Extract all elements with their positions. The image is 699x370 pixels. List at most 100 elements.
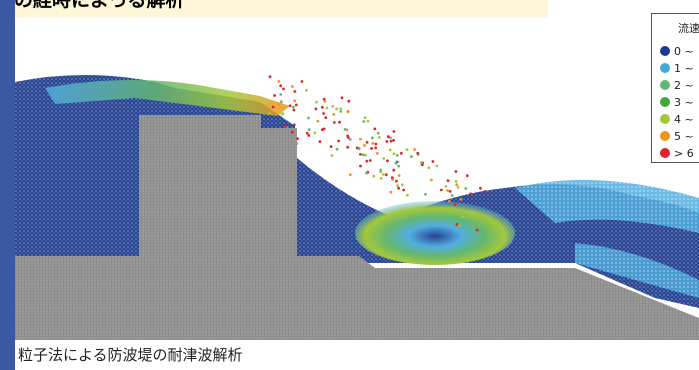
splash-particle <box>386 159 389 163</box>
splash-particle <box>313 131 317 135</box>
splash-particle <box>331 104 335 108</box>
splash-particle <box>371 141 375 145</box>
splash-particle <box>273 94 276 97</box>
splash-particle <box>372 174 376 178</box>
splash-particle <box>348 138 352 141</box>
splash-particle <box>330 154 334 157</box>
splash-particle <box>374 142 378 146</box>
legend-item: 1 ~ <box>660 61 694 75</box>
splash-particle <box>340 96 344 100</box>
splash-particle <box>290 130 294 134</box>
simulation-figure <box>15 18 699 340</box>
splash-particle <box>469 213 473 217</box>
splash-particle <box>479 186 482 190</box>
splash-particle <box>427 166 431 170</box>
splash-particle <box>454 170 458 173</box>
splash-particle <box>379 177 383 180</box>
legend-label: 5 ~ <box>674 129 694 143</box>
splash-particle <box>294 103 298 107</box>
splash-particle <box>444 185 448 188</box>
splash-particle <box>454 180 458 183</box>
splash-particle <box>368 159 372 162</box>
splash-particle <box>339 110 343 113</box>
splash-particle <box>391 178 394 182</box>
splash-particle <box>279 93 283 96</box>
splash-particle <box>305 88 308 92</box>
legend-item: 5 ~ <box>660 129 694 143</box>
splash-particle <box>450 194 454 197</box>
splash-particle <box>359 164 362 168</box>
splash-particle <box>402 188 406 192</box>
splash-particle <box>455 223 459 226</box>
legend-dot-icon <box>660 46 670 56</box>
legend-dot-icon <box>660 114 670 124</box>
splash-particle <box>446 189 449 192</box>
breakwater-step <box>261 128 297 265</box>
seabed <box>15 256 699 340</box>
legend-dot-icon <box>660 97 670 107</box>
legend-label: 1 ~ <box>674 61 694 75</box>
splash-particle <box>475 228 479 232</box>
splash-particle <box>392 168 396 172</box>
splash-particle <box>307 134 311 137</box>
splash-particle <box>373 127 377 131</box>
splash-particle <box>448 190 452 193</box>
splash-particle <box>277 80 281 83</box>
velocity-legend: 流速 0 ~ 1 ~ 2 ~ 3 ~ 4 ~ 5 ~ > 6 <box>651 13 699 163</box>
splash-particle <box>389 136 392 140</box>
splash-particle <box>365 159 369 163</box>
splash-particle <box>292 135 295 139</box>
splash-particle <box>355 146 359 150</box>
splash-particle <box>384 173 388 177</box>
splash-particle <box>271 105 275 109</box>
legend-label: 0 ~ <box>674 44 694 58</box>
splash-particle <box>277 102 281 106</box>
splash-particle <box>316 119 320 123</box>
legend-dot-icon <box>660 148 670 158</box>
splash-particle <box>419 161 423 164</box>
legend-item: 0 ~ <box>660 44 694 58</box>
legend-dot-icon <box>660 63 670 73</box>
splash-particle <box>389 139 393 143</box>
splash-particle <box>392 138 395 142</box>
splash-particle <box>318 140 322 143</box>
legend-item: 4 ~ <box>660 112 694 126</box>
splash-particle <box>410 155 413 159</box>
legend-item: 3 ~ <box>660 95 694 109</box>
splash-particle <box>320 105 324 109</box>
splash-particle <box>314 107 318 111</box>
splash-particle <box>382 173 385 176</box>
splash-particle <box>400 183 404 187</box>
splash-particle <box>281 112 285 115</box>
splash-particle <box>346 145 350 149</box>
splash-particle <box>280 100 283 104</box>
breakwater-block <box>139 115 261 265</box>
simulation-canvas <box>15 75 699 340</box>
splash-particle <box>386 135 390 138</box>
splash-particle <box>389 190 393 194</box>
splash-particle <box>332 113 336 116</box>
splash-particle <box>296 137 299 140</box>
splash-particle <box>292 108 296 112</box>
splash-particle <box>405 148 409 152</box>
splash-particle <box>363 116 367 120</box>
splash-particle <box>335 147 339 151</box>
left-accent-bar <box>0 0 15 370</box>
splash-particle <box>416 151 420 155</box>
cropped-heading: の経時によっる解析 <box>14 0 185 11</box>
splash-particle <box>424 192 427 196</box>
splash-particle <box>288 104 292 108</box>
splash-particle <box>465 174 469 178</box>
splash-particle <box>366 119 370 123</box>
splash-particle <box>397 186 400 190</box>
splash-particle <box>371 136 374 140</box>
splash-particle <box>374 146 378 150</box>
splash-particle <box>337 139 341 143</box>
splash-particle <box>461 215 464 219</box>
vortex <box>355 201 515 265</box>
legend-label: 4 ~ <box>674 112 694 126</box>
splash-particle <box>455 183 459 187</box>
splash-particle <box>291 105 295 109</box>
splash-particle <box>338 120 341 124</box>
splash-particle <box>325 106 329 110</box>
